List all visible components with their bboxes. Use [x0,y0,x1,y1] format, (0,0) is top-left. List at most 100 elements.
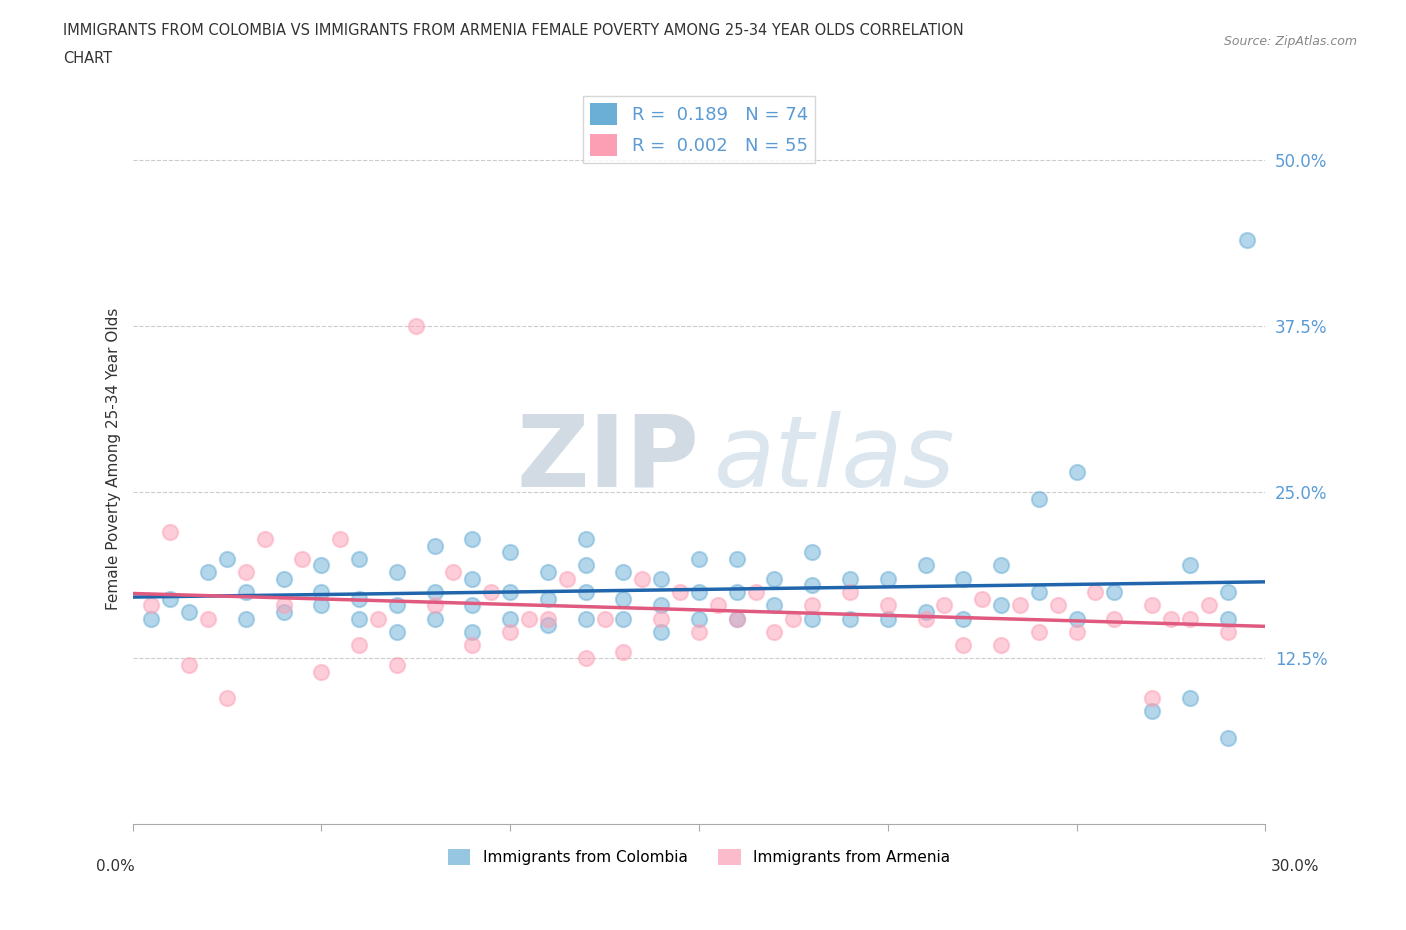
Point [763,624,786,639]
Point [1066,465,1088,480]
Point [1178,691,1201,706]
Point [141,598,163,613]
Point [688,551,710,566]
Point [461,531,484,546]
Point [1066,611,1088,626]
Point [159,591,181,606]
Point [347,611,370,626]
Point [311,664,333,679]
Point [1216,611,1239,626]
Point [688,611,710,626]
Point [461,624,484,639]
Text: Source: ZipAtlas.com: Source: ZipAtlas.com [1223,35,1357,48]
Point [612,591,634,606]
Point [273,571,295,586]
Point [517,611,540,626]
Point [1104,611,1126,626]
Point [990,558,1012,573]
Point [914,611,936,626]
Point [612,565,634,579]
Point [1008,598,1031,613]
Point [725,611,748,626]
Point [952,638,974,653]
Point [461,571,484,586]
Point [311,585,333,600]
Point [385,624,408,639]
Text: atlas: atlas [714,411,956,508]
Point [461,598,484,613]
Point [311,558,333,573]
Point [575,611,598,626]
Point [235,585,257,600]
Point [839,611,862,626]
Point [443,565,465,579]
Point [763,598,786,613]
Point [1140,704,1163,719]
Point [273,604,295,619]
Point [725,551,748,566]
Point [405,319,427,334]
Point [423,611,446,626]
Point [1066,624,1088,639]
Point [744,585,766,600]
Point [347,591,370,606]
Point [347,551,370,566]
Point [1160,611,1182,626]
Point [612,611,634,626]
Point [235,611,257,626]
Point [801,578,824,592]
Point [575,558,598,573]
Point [1028,492,1050,507]
Point [914,558,936,573]
Point [839,585,862,600]
Point [1236,232,1258,247]
Point [479,585,502,600]
Text: IMMIGRANTS FROM COLOMBIA VS IMMIGRANTS FROM ARMENIA FEMALE POVERTY AMONG 25-34 Y: IMMIGRANTS FROM COLOMBIA VS IMMIGRANTS F… [63,23,965,38]
Point [423,585,446,600]
Point [801,598,824,613]
Point [934,598,956,613]
Point [1178,558,1201,573]
Point [1198,598,1220,613]
Point [876,611,898,626]
Point [876,598,898,613]
Point [990,598,1012,613]
Point [650,598,672,613]
Point [1216,585,1239,600]
Text: 30.0%: 30.0% [1271,859,1319,874]
Point [499,611,522,626]
Point [1028,624,1050,639]
Point [575,585,598,600]
Point [801,545,824,560]
Point [725,585,748,600]
Point [990,638,1012,653]
Point [197,565,219,579]
Point [1084,585,1107,600]
Point [159,525,181,539]
Point [423,538,446,553]
Point [631,571,654,586]
Point [839,571,862,586]
Y-axis label: Female Poverty Among 25-34 Year Olds: Female Poverty Among 25-34 Year Olds [107,308,121,610]
Point [291,551,314,566]
Point [688,585,710,600]
Point [385,565,408,579]
Point [1178,611,1201,626]
Text: ZIP: ZIP [517,411,700,508]
Point [725,611,748,626]
Point [499,585,522,600]
Point [311,598,333,613]
Point [1046,598,1069,613]
Point [235,565,257,579]
Point [763,571,786,586]
Point [575,651,598,666]
Point [179,604,201,619]
Point [650,624,672,639]
Point [801,611,824,626]
Point [385,598,408,613]
Point [329,531,352,546]
Point [688,624,710,639]
Point [537,565,560,579]
Point [347,638,370,653]
Point [972,591,994,606]
